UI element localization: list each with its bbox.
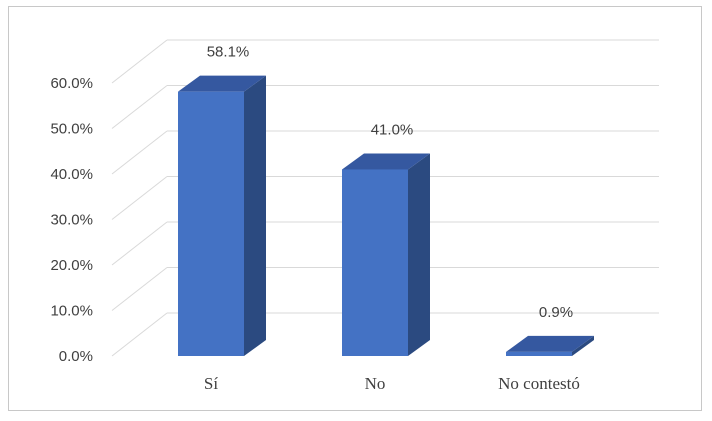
bar-2 [342,153,430,356]
data-label: 0.9% [539,304,573,321]
y-axis-tick-labels: 0.0% 10.0% 20.0% 30.0% 40.0% 50.0% 60.0% [50,75,93,365]
bar-front [178,91,244,357]
category-label: Sí [204,374,218,393]
bars [178,75,594,357]
bar-1 [178,75,266,357]
gridline-side-2 [111,221,168,266]
y-tick-label: 10.0% [50,303,93,320]
bar-top [506,335,594,352]
bar-chart: 0.0% 10.0% 20.0% 30.0% 40.0% 50.0% 60.0% 58.1%… [50,39,659,393]
chart-frame: 0.0% 10.0% 20.0% 30.0% 40.0% 50.0% 60.0% 58.1%… [8,6,702,411]
gridline-side-1 [111,267,168,311]
x-axis-category-labels: Sí No No contestó [204,374,580,393]
y-tick-label: 0.0% [59,348,93,365]
bar-front [506,351,572,356]
category-label: No [365,374,386,393]
gridline-side-0 [111,312,168,357]
y-tick-label: 50.0% [50,121,93,138]
gridline-side-5 [111,85,168,129]
data-label: 41.0% [371,121,414,138]
data-label: 58.1% [207,44,250,61]
y-tick-label: 20.0% [50,257,93,274]
bar-top [342,153,430,170]
bar-side [408,153,430,356]
bar-top [178,75,266,92]
bar-side [244,75,266,357]
y-tick-label: 30.0% [50,212,93,229]
bar-side [572,335,594,356]
data-labels: 58.1% 41.0% 0.9% [207,44,573,321]
y-tick-label: 60.0% [50,75,93,92]
bar-front [342,169,408,356]
gridline-side-4 [111,130,168,175]
gridline-side-3 [111,176,168,220]
y-tick-label: 40.0% [50,166,93,183]
category-label: No contestó [498,374,580,393]
bar-3 [506,335,594,356]
gridline-side-6 [111,39,168,84]
